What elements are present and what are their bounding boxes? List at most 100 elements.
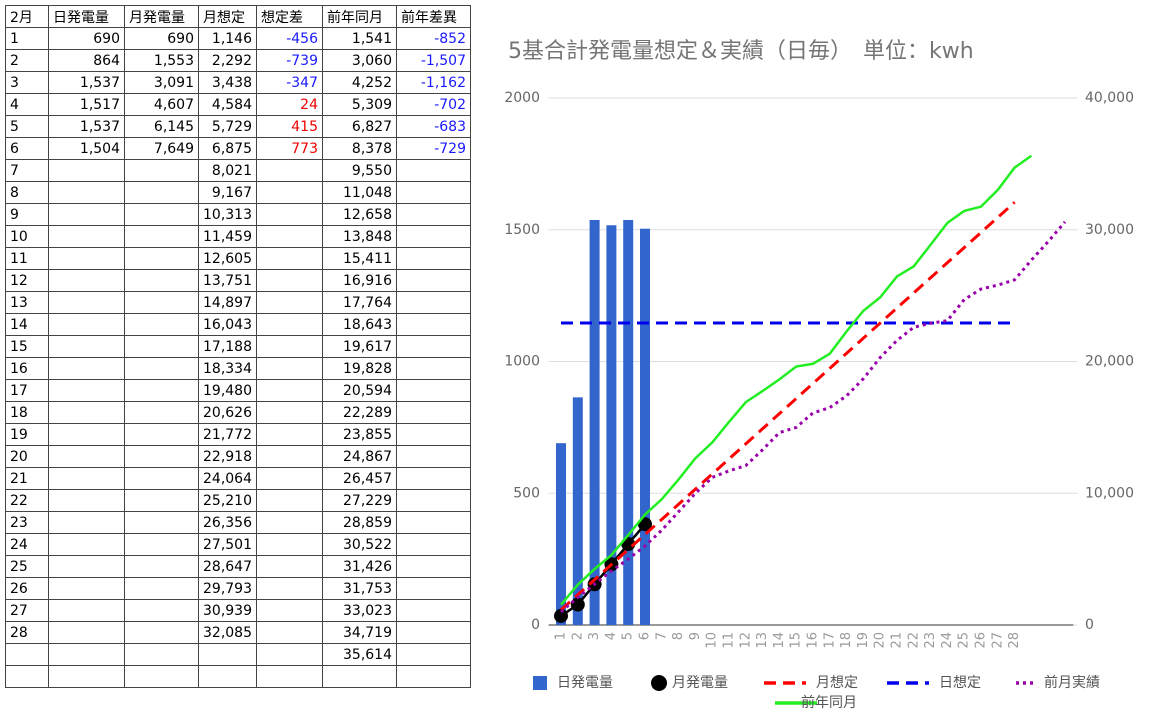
table-cell: 1 xyxy=(5,27,49,50)
table-row: 19 21,772 23,855 xyxy=(5,423,471,446)
table-cell xyxy=(322,665,397,688)
table-cell xyxy=(48,577,125,600)
table-cell xyxy=(256,379,323,402)
table-cell: 23,855 xyxy=(322,423,397,446)
legend-label: 日想定 xyxy=(939,675,981,691)
table-cell xyxy=(124,269,199,292)
table-cell xyxy=(256,181,323,204)
table-cell xyxy=(396,445,471,468)
x-tick-label: 9 xyxy=(688,632,703,640)
table-cell xyxy=(124,159,199,182)
table-cell: 8,021 xyxy=(198,159,257,182)
x-tick-label: 28 xyxy=(1007,632,1022,649)
table-cell xyxy=(256,489,323,512)
table-row: 16 18,334 19,828 xyxy=(5,357,471,380)
table-row: 24 27,501 30,522 xyxy=(5,533,471,556)
y-tick-label: 0 xyxy=(531,617,540,633)
x-tick-label: 27 xyxy=(990,632,1005,649)
table-cell: 15,411 xyxy=(322,247,397,270)
bar xyxy=(572,397,583,625)
table-cell xyxy=(256,621,323,644)
table-row: 17 19,480 20,594 xyxy=(5,379,471,402)
table-cell xyxy=(48,511,125,534)
table-cell: 12,605 xyxy=(198,247,257,270)
x-tick-label: 19 xyxy=(856,632,871,649)
x-tick-label: 21 xyxy=(890,632,905,649)
table-cell xyxy=(256,203,323,226)
table-cell xyxy=(124,181,199,204)
table-cell: 864 xyxy=(48,49,125,72)
table-cell: 3,438 xyxy=(198,71,257,94)
table-cell: 2 xyxy=(5,49,49,72)
table-row: 13 14,897 17,764 xyxy=(5,291,471,314)
table-cell xyxy=(256,225,323,248)
table-cell xyxy=(396,269,471,292)
x-tick-label: 7 xyxy=(654,632,669,640)
header-cell: 月想定 xyxy=(198,5,257,28)
table-cell xyxy=(396,291,471,314)
table-row: 22 25,210 27,229 xyxy=(5,489,471,512)
table-cell xyxy=(396,159,471,182)
table-cell xyxy=(48,269,125,292)
legend-label: 日発電量 xyxy=(557,675,613,691)
table-cell xyxy=(48,203,125,226)
x-tick-label: 25 xyxy=(957,632,972,649)
table-cell xyxy=(124,599,199,622)
x-tick-label: 2 xyxy=(570,632,585,640)
table-cell: 24,064 xyxy=(198,467,257,490)
table-cell: -683 xyxy=(396,115,471,138)
table-cell: 28,647 xyxy=(198,555,257,578)
table-cell xyxy=(256,445,323,468)
table-cell xyxy=(48,599,125,622)
table-cell xyxy=(256,291,323,314)
table-cell xyxy=(48,467,125,490)
table-cell: 22 xyxy=(5,489,49,512)
table-cell xyxy=(124,555,199,578)
table-cell: 19,480 xyxy=(198,379,257,402)
table-cell: 30,522 xyxy=(322,533,397,556)
table-cell: -739 xyxy=(256,49,323,72)
table-cell xyxy=(124,445,199,468)
header-cell: 2月 xyxy=(5,5,49,28)
table-cell xyxy=(396,511,471,534)
x-tick-label: 14 xyxy=(772,632,787,649)
x-tick-label: 17 xyxy=(822,632,837,649)
table-cell: 773 xyxy=(256,137,323,160)
table-cell xyxy=(396,357,471,380)
chart-title: 5基合計発電量想定＆実績（日毎） 単位：kwh xyxy=(508,39,974,64)
table-cell xyxy=(256,577,323,600)
table-cell xyxy=(124,401,199,424)
table-cell xyxy=(396,665,471,688)
table-cell xyxy=(124,313,199,336)
table-cell: 6 xyxy=(5,137,49,160)
table-cell: 24 xyxy=(256,93,323,116)
table-cell: 2,292 xyxy=(198,49,257,72)
x-tick-label: 6 xyxy=(638,632,653,640)
table-cell: 9,550 xyxy=(322,159,397,182)
table-cell xyxy=(396,643,471,666)
table-cell xyxy=(124,533,199,556)
table-cell: 4 xyxy=(5,93,49,116)
table-cell: -702 xyxy=(396,93,471,116)
table-cell: 10 xyxy=(5,225,49,248)
table-cell xyxy=(256,665,323,688)
table-cell xyxy=(48,159,125,182)
table-cell: 28,859 xyxy=(322,511,397,534)
table-cell: 8 xyxy=(5,181,49,204)
table-row: 28 32,085 34,719 xyxy=(5,621,471,644)
table-cell xyxy=(124,489,199,512)
table-cell: 25 xyxy=(5,555,49,578)
chart: 5基合計発電量想定＆実績（日毎） 単位：kwh 0 500 1000 1500 2000… xyxy=(504,39,1134,711)
table-cell: -729 xyxy=(396,137,471,160)
table-cell: 9 xyxy=(5,203,49,226)
table-cell xyxy=(256,159,323,182)
table-cell: 22,289 xyxy=(322,401,397,424)
table-cell: 13 xyxy=(5,291,49,314)
table-row: 18 20,626 22,289 xyxy=(5,401,471,424)
table-cell xyxy=(124,335,199,358)
table-cell: 31,426 xyxy=(322,555,397,578)
table-cell xyxy=(256,599,323,622)
bar xyxy=(640,228,650,626)
table-cell: 1,504 xyxy=(48,137,125,160)
x-tick-label: 12 xyxy=(738,632,753,649)
